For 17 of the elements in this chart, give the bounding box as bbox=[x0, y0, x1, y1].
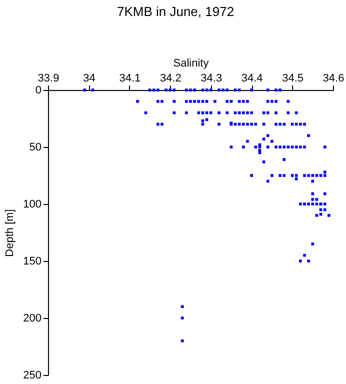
y-tick-label: 100 bbox=[23, 198, 42, 210]
x-axis-title: Salinity bbox=[173, 58, 210, 70]
x-tick-label: 34.3 bbox=[200, 72, 222, 84]
x-tick-label: 33.9 bbox=[38, 72, 60, 84]
y-tick-label: 0 bbox=[35, 84, 42, 96]
x-tick-label: 34.1 bbox=[119, 72, 141, 84]
x-tick-label: 34.5 bbox=[282, 72, 304, 84]
chart-title: 7KMB in June, 1972 bbox=[116, 4, 234, 19]
x-tick-label: 34.6 bbox=[322, 72, 344, 84]
x-tick-label: 34.4 bbox=[241, 72, 263, 84]
y-tick-label: 150 bbox=[23, 256, 42, 268]
y-tick-label: 200 bbox=[23, 312, 42, 324]
y-tick-label: 50 bbox=[29, 142, 42, 154]
y-axis-title: Depth [m] bbox=[4, 209, 16, 257]
y-tick-label: 250 bbox=[23, 370, 42, 382]
x-tick-label: 34.2 bbox=[160, 72, 182, 84]
x-tick-label: 34 bbox=[83, 72, 96, 84]
